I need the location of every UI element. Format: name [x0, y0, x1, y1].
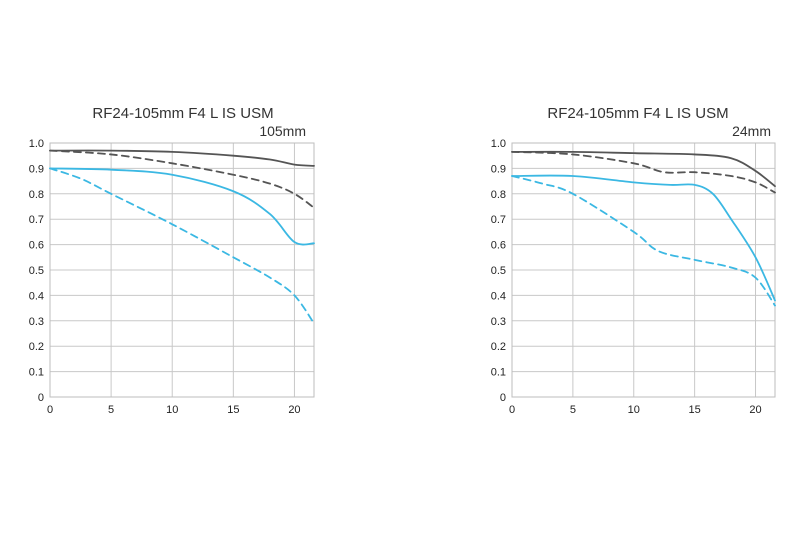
chart-title: RF24-105mm F4 L IS USM: [92, 105, 273, 122]
y-tick-label: 0.2: [491, 341, 506, 353]
mtf-series-line-2: [511, 174, 776, 302]
mtf-series-line-0: [49, 149, 315, 167]
chart-title: RF24-105mm F4 L IS USM: [547, 105, 728, 122]
focal-length-label: 24mm: [732, 123, 771, 139]
x-tick-label: 15: [227, 404, 239, 416]
y-tick-label: 0: [500, 392, 506, 404]
y-tick-label: 0.7: [491, 214, 506, 226]
y-tick-label: 1.0: [29, 138, 44, 150]
y-tick-label: 0.5: [491, 265, 506, 277]
y-tick-label: 0.1: [491, 367, 506, 379]
y-tick-label: 0.2: [29, 341, 44, 353]
y-tick-label: 0.4: [29, 290, 44, 302]
mtf-series-line-2: [49, 167, 315, 246]
y-tick-label: 0: [38, 392, 44, 404]
y-tick-label: 0.6: [29, 240, 44, 252]
x-tick-label: 15: [689, 404, 701, 416]
y-tick-label: 0.9: [29, 163, 44, 175]
mtf-series-line-0: [511, 150, 776, 188]
mtf-series-line-1: [511, 150, 776, 194]
y-tick-label: 0.4: [491, 290, 506, 302]
x-tick-label: 20: [749, 404, 761, 416]
mtf-series-line-3: [511, 175, 776, 307]
y-tick-label: 0.7: [29, 214, 44, 226]
x-tick-label: 20: [288, 404, 300, 416]
y-tick-label: 0.5: [29, 265, 44, 277]
y-tick-label: 0.8: [29, 189, 44, 201]
y-tick-label: 0.6: [491, 240, 506, 252]
x-tick-label: 5: [108, 404, 114, 416]
y-tick-label: 0.3: [29, 316, 44, 328]
y-tick-label: 0.9: [491, 163, 506, 175]
x-tick-label: 5: [570, 404, 576, 416]
y-tick-label: 1.0: [491, 138, 506, 150]
x-tick-label: 10: [166, 404, 178, 416]
y-tick-label: 0.3: [491, 316, 506, 328]
focal-length-label: 105mm: [259, 123, 306, 139]
y-tick-label: 0.8: [491, 189, 506, 201]
y-tick-label: 0.1: [29, 367, 44, 379]
mtf-chart-105mm: RF24-105mm F4 L IS USM 105mm 0 0.1 0.2 0.3 0…: [29, 105, 315, 416]
x-tick-label: 0: [509, 404, 515, 416]
x-tick-label: 10: [628, 404, 640, 416]
mtf-series-line-1: [49, 149, 315, 209]
mtf-series-line-3: [49, 167, 315, 325]
plot-frame: [511, 142, 776, 398]
mtf-chart-24mm: RF24-105mm F4 L IS USM 24mm 0 0.1 0.2 0.3 0.…: [491, 105, 776, 416]
plot-frame: [49, 142, 315, 398]
x-tick-label: 0: [47, 404, 53, 416]
